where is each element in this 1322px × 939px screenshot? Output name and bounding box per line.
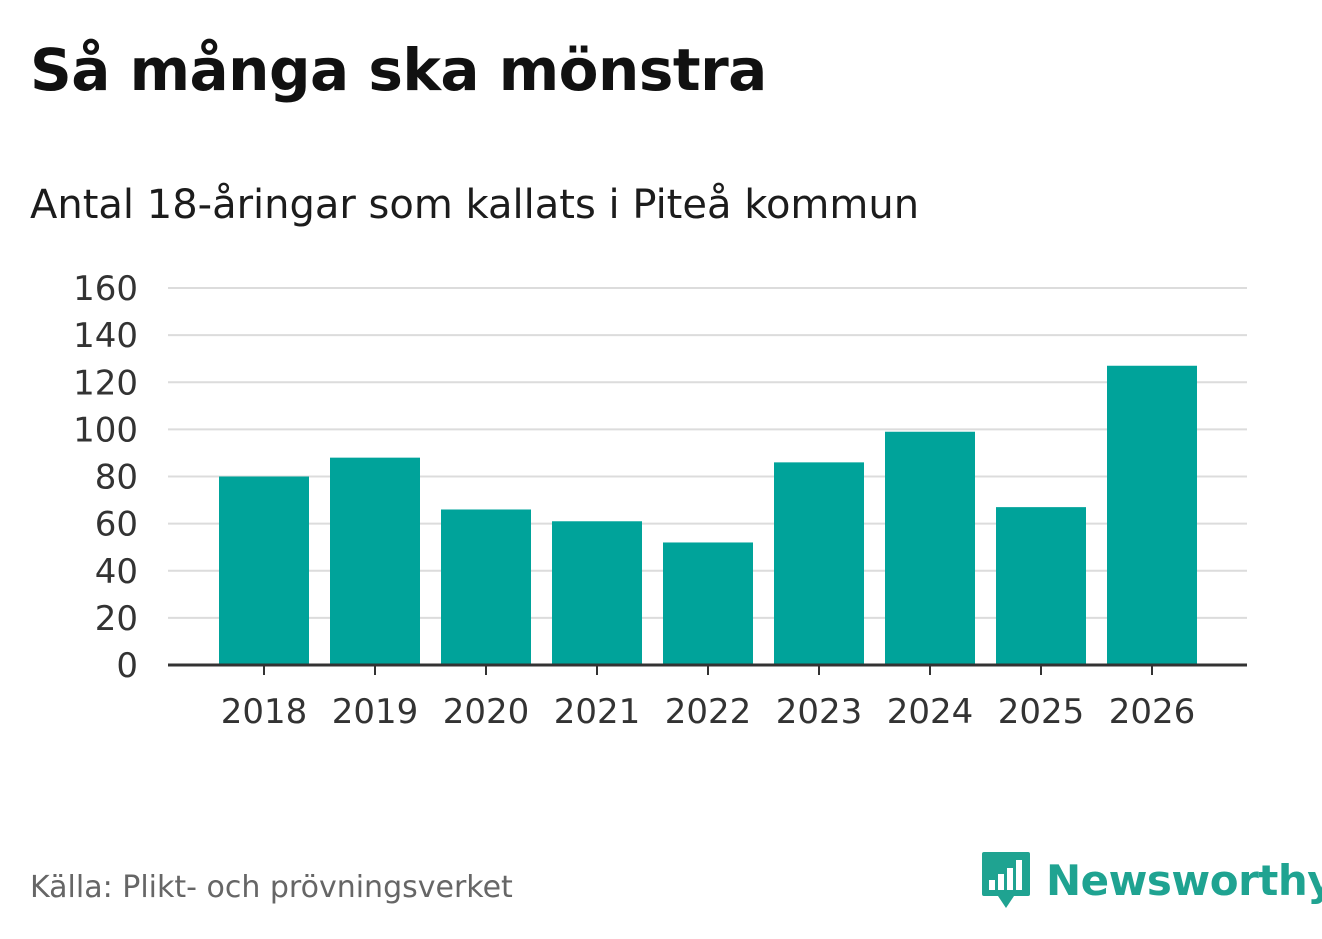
- x-axis: [168, 663, 1247, 675]
- y-tick-label: 140: [73, 316, 138, 356]
- bar: [996, 507, 1086, 665]
- bar: [441, 509, 531, 665]
- brand: Newsworthy: [980, 850, 1322, 910]
- gridlines: [168, 287, 1247, 619]
- x-tick-label: 2022: [665, 692, 752, 732]
- y-tick-label: 160: [73, 269, 138, 309]
- bar: [885, 431, 975, 665]
- bar: [330, 457, 420, 665]
- y-tick-label: 20: [95, 599, 138, 639]
- brand-name: Newsworthy: [1046, 855, 1322, 905]
- x-tick-label: 2021: [554, 692, 641, 732]
- bar-chart-speech-icon: [982, 852, 1030, 908]
- x-tick-label: 2018: [221, 692, 308, 732]
- y-tick-label: 40: [95, 552, 138, 592]
- x-axis-ticks: 2018 2019 2020 2021 2022 2023 2024 2025 2026: [221, 692, 1196, 732]
- y-tick-label: 0: [116, 646, 138, 686]
- x-tick-label: 2020: [443, 692, 530, 732]
- x-tick-label: 2019: [332, 692, 419, 732]
- bar: [219, 476, 309, 665]
- bar: [1107, 365, 1197, 665]
- y-tick-label: 60: [95, 505, 138, 545]
- y-tick-label: 80: [95, 458, 138, 498]
- bar: [552, 521, 642, 665]
- chart-title: Så många ska mönstra: [30, 36, 767, 104]
- y-tick-label: 120: [73, 363, 138, 403]
- x-tick-label: 2023: [776, 692, 863, 732]
- bar: [774, 462, 864, 665]
- y-tick-label: 100: [73, 410, 138, 450]
- y-axis-ticks: 0 20 40 60 80 100 120 140 160: [73, 269, 138, 686]
- x-tick-label: 2024: [887, 692, 974, 732]
- x-tick-label: 2026: [1109, 692, 1196, 732]
- x-tick-label: 2025: [998, 692, 1085, 732]
- source-note: Källa: Plikt- och prövningsverket: [30, 870, 513, 905]
- chart-subtitle: Antal 18-åringar som kallats i Piteå kom…: [30, 182, 920, 228]
- bar: [663, 542, 753, 665]
- bars: [219, 365, 1197, 665]
